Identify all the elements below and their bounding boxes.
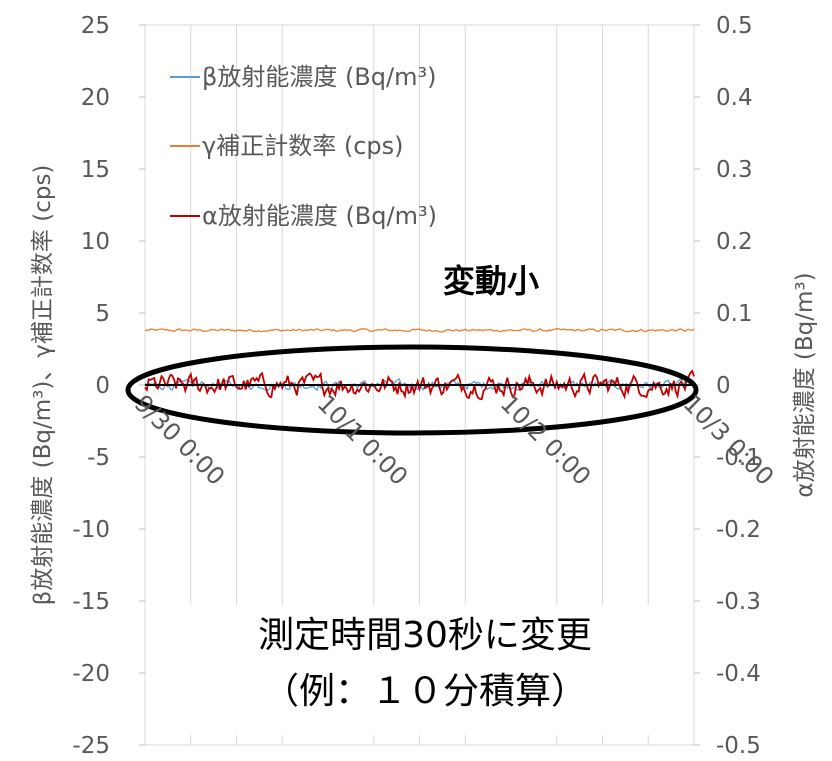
y2-tick-label: -0.3 bbox=[716, 589, 761, 615]
legend-label-alpha: α放射能濃度 (Bq/m³) bbox=[202, 202, 437, 230]
y-tick-label: 20 bbox=[81, 85, 110, 111]
y-tick-label: 25 bbox=[81, 13, 110, 39]
annotation-note-line1: 測定時間30秒に変更 bbox=[258, 615, 592, 656]
y2-tick-label: -0.5 bbox=[716, 733, 761, 759]
legend: β放射能濃度 (Bq/m³) γ補正計数率 (cps) α放射能濃度 (Bq/m… bbox=[170, 63, 437, 230]
y2-tick-label: 0.4 bbox=[716, 85, 753, 111]
y-axis-title: β放射能濃度 (Bq/m³)、γ補正計数率 (cps) bbox=[30, 165, 56, 606]
y-axis-tick-labels: 25 20 15 10 5 0 -5 -10 -15 -20 -25 bbox=[72, 13, 110, 759]
y-tick-label: -20 bbox=[72, 661, 110, 687]
y2-tick-label: 0.1 bbox=[716, 301, 753, 327]
y-tick-label: -5 bbox=[87, 445, 110, 471]
y2-axis-tick-labels: 0.5 0.4 0.3 0.2 0.1 0 -0.1 -0.2 -0.3 -0.4 -0.5 bbox=[716, 13, 761, 759]
y-tick-label: 10 bbox=[81, 229, 110, 255]
y-tick-label: -15 bbox=[72, 589, 110, 615]
y2-tick-label: 0.3 bbox=[716, 157, 753, 183]
y-tick-label: 5 bbox=[95, 301, 110, 327]
series-line-1 bbox=[144, 327, 695, 333]
y2-tick-label: -0.4 bbox=[716, 661, 761, 687]
annotation-note-line2: （例：１０分積算） bbox=[263, 671, 587, 712]
y-tick-label: -25 bbox=[72, 733, 110, 759]
legend-label-beta: β放射能濃度 (Bq/m³) bbox=[202, 63, 436, 91]
y-tick-label: -10 bbox=[72, 517, 110, 543]
y2-tick-label: 0 bbox=[716, 373, 731, 399]
y2-tick-label: 0.2 bbox=[716, 229, 753, 255]
y-tick-label: 0 bbox=[95, 373, 110, 399]
y2-tick-label: 0.5 bbox=[716, 13, 753, 39]
annotation-small-change: 変動小 bbox=[443, 262, 539, 300]
y2-axis-title: α放射能濃度 (Bq/m³) bbox=[792, 272, 818, 497]
legend-label-gamma: γ補正計数率 (cps) bbox=[202, 132, 404, 160]
annotation-note-box bbox=[190, 605, 660, 735]
highlight-ellipse bbox=[125, 344, 699, 436]
y2-tick-label: -0.2 bbox=[716, 517, 761, 543]
y-tick-label: 15 bbox=[81, 157, 110, 183]
y2-tick-label: -0.1 bbox=[716, 445, 761, 471]
